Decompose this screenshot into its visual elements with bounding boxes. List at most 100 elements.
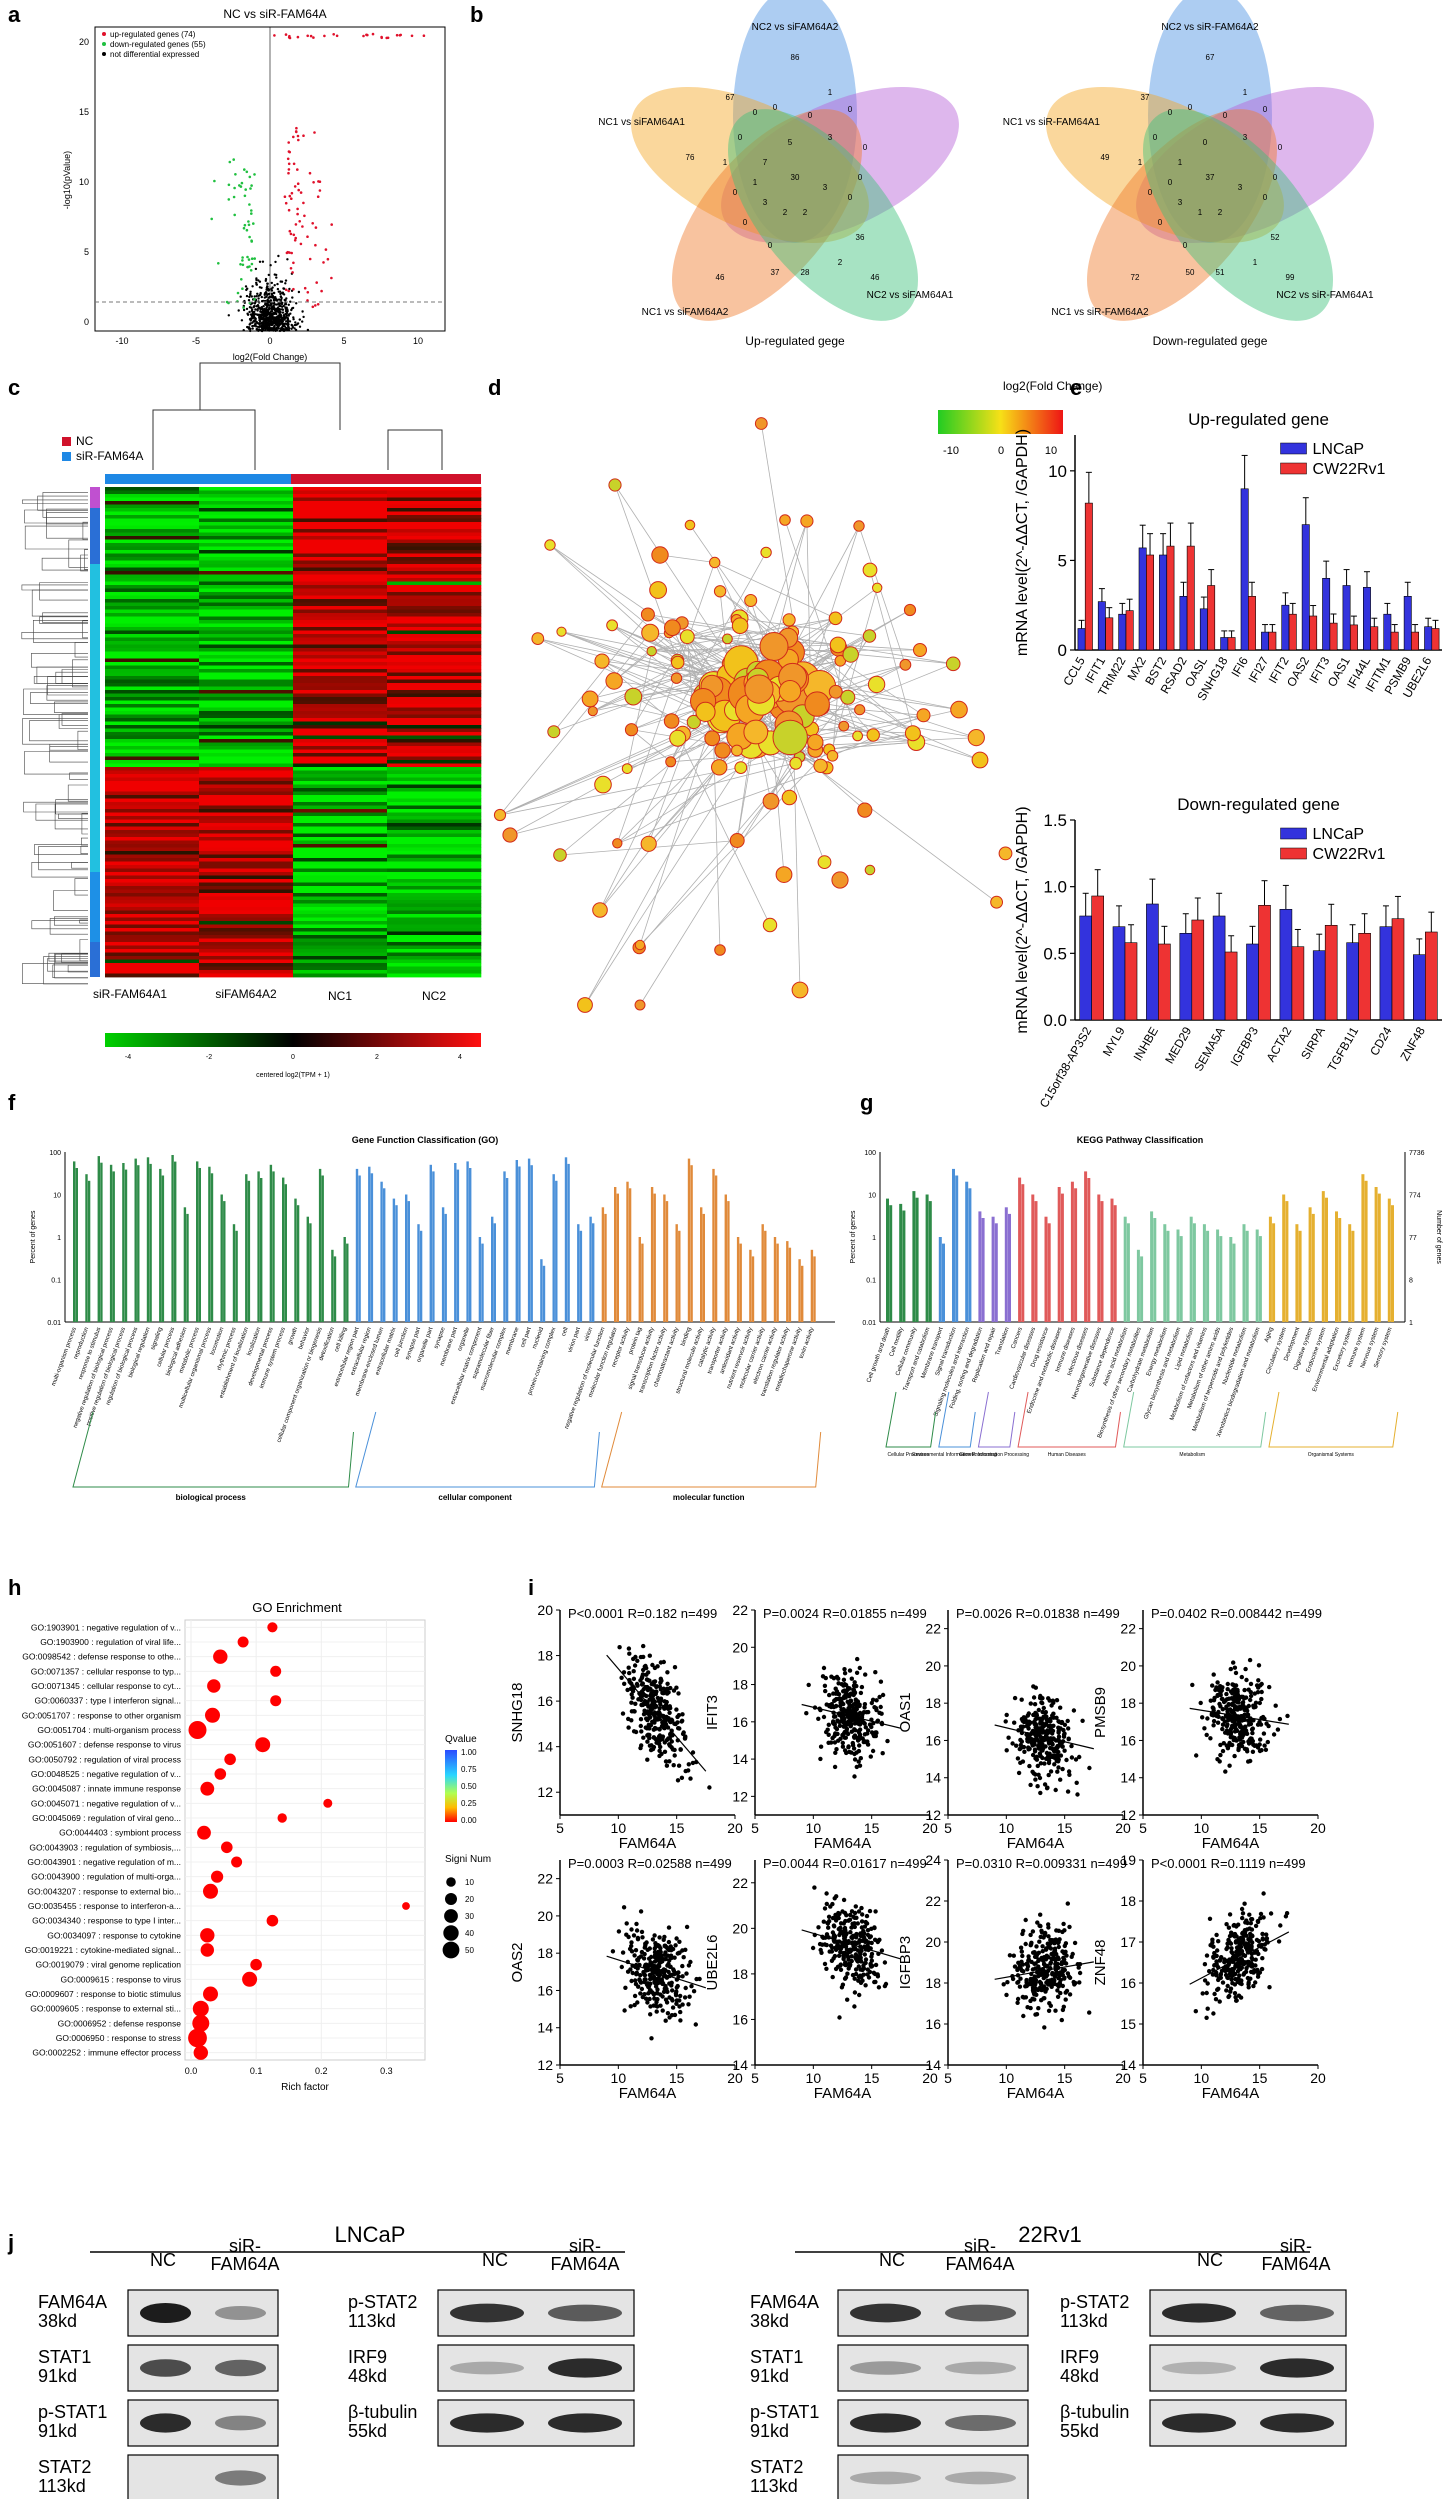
scatter-point xyxy=(666,1969,671,1975)
y-tick-label: 12 xyxy=(925,1807,941,1823)
heatmap-cell xyxy=(199,966,294,971)
point-down xyxy=(232,158,235,161)
network-node xyxy=(606,619,618,632)
heatmap-cell xyxy=(105,522,200,526)
go-term: GO:0019221 : cytokine-mediated signal... xyxy=(25,1945,181,1955)
go-bar xyxy=(405,1194,408,1322)
heatmap-cell xyxy=(387,781,482,785)
kegg-bar xyxy=(1377,1193,1381,1322)
scatter-point xyxy=(638,1654,644,1660)
heatmap-cell xyxy=(387,812,482,817)
size-title: Signi Num xyxy=(445,1854,491,1865)
heatmap-cell xyxy=(199,742,294,747)
y-tick-label: 12 xyxy=(1120,1807,1136,1823)
network-node xyxy=(671,655,685,670)
scatter-point xyxy=(1220,1716,1225,1722)
heatmap-cell xyxy=(293,644,388,649)
group-label: Metabolism xyxy=(1179,1452,1205,1458)
y-tick-label: 0.0 xyxy=(1043,1011,1067,1030)
heatmap-cell xyxy=(105,529,200,533)
scatter-point xyxy=(822,1961,828,1967)
heatmap-cell xyxy=(199,655,294,659)
scatter-point xyxy=(1074,1780,1079,1786)
heatmap-cell xyxy=(199,693,294,698)
scatter-point xyxy=(1025,1738,1030,1744)
x-tick-label: 5 xyxy=(944,1820,952,1836)
heatmap-cell xyxy=(105,714,200,719)
network-edge xyxy=(799,697,849,758)
heatmap-cell xyxy=(199,704,294,708)
network-edge xyxy=(671,552,767,722)
legend-nc: NC xyxy=(76,434,94,448)
scatter-point xyxy=(876,1938,881,1943)
network-edge xyxy=(869,569,917,743)
scatter-point xyxy=(852,1946,857,1951)
scatter-point xyxy=(869,1724,874,1730)
panel-c-heatmap: c NC siR-FAM64A siR-FAM64A1 siFAM64A2 NC… xyxy=(8,362,482,1079)
network-node xyxy=(670,672,683,684)
go-class-title: Gene Function Classification (GO) xyxy=(352,1135,499,1145)
heatmap-cell xyxy=(105,511,200,516)
point-up xyxy=(289,232,293,236)
legend-down: down-regulated genes (55) xyxy=(110,40,206,49)
kegg-bar xyxy=(1123,1216,1127,1322)
panel-letter-c: c xyxy=(8,375,20,400)
heatmap-cell xyxy=(387,725,482,729)
scatter-point xyxy=(676,1763,682,1768)
dendro-branch xyxy=(74,878,88,896)
network-node xyxy=(762,917,778,933)
x-tick-label: 10 xyxy=(806,1820,822,1836)
point-up xyxy=(410,34,414,38)
point-up xyxy=(287,141,291,144)
scatter-point xyxy=(853,1967,859,1972)
network-node xyxy=(945,656,961,672)
scatter-point xyxy=(862,1702,868,1707)
heatmap-cell xyxy=(293,973,388,978)
x-tick-label: 10 xyxy=(611,1820,627,1836)
heatmap-cell xyxy=(199,802,294,806)
heatmap-cell xyxy=(105,641,200,645)
point-ns xyxy=(271,315,274,318)
go-bar xyxy=(798,1259,801,1322)
heatmap-cell xyxy=(199,903,294,908)
point-down xyxy=(228,160,232,164)
scatter-point xyxy=(1205,1716,1210,1721)
scatter-point xyxy=(1237,1737,1243,1742)
point-down xyxy=(241,263,245,267)
x-tick-label: 20 xyxy=(1115,1820,1131,1836)
scatter-point xyxy=(847,1705,852,1710)
heatmap-cell xyxy=(387,707,482,712)
point-ns xyxy=(280,302,284,306)
point-up xyxy=(289,267,293,270)
kegg-class-title: KEGG Pathway Classification xyxy=(1077,1135,1204,1145)
scatter-point xyxy=(838,1962,843,1967)
point-ns xyxy=(266,282,269,285)
point-ns xyxy=(269,327,273,330)
heatmap-cell xyxy=(105,756,200,761)
scatter-point xyxy=(851,1746,857,1751)
point-ns xyxy=(246,313,250,316)
kegg-bar xyxy=(1242,1224,1246,1322)
bar-LNCaP xyxy=(1322,577,1331,651)
point-ns xyxy=(270,293,274,297)
heatmap-cell xyxy=(199,763,294,768)
heatmap-cell xyxy=(105,546,200,551)
heatmap-cell xyxy=(199,858,294,862)
network-node xyxy=(612,838,623,849)
heatmap-cell xyxy=(199,917,294,922)
heatmap-cell xyxy=(293,693,388,698)
point-ns xyxy=(277,325,280,329)
point-ns xyxy=(261,260,265,263)
point-up xyxy=(294,223,298,226)
stat-label: P=0.0310 R=0.009331 n=499 xyxy=(956,1856,1127,1871)
scatter-point xyxy=(665,1670,670,1675)
scatter-point xyxy=(1055,1988,1060,1993)
scatter-point xyxy=(635,1937,641,1942)
point-ns xyxy=(267,296,270,299)
enrich-dot xyxy=(402,1902,410,1910)
heatmap-cell xyxy=(105,907,200,911)
heatmap-cell xyxy=(387,704,482,708)
x-axis-label: FAM64A xyxy=(814,1835,872,1852)
scatter-point xyxy=(1026,1954,1031,1959)
y-tick-label: 0.1 xyxy=(51,1278,61,1285)
